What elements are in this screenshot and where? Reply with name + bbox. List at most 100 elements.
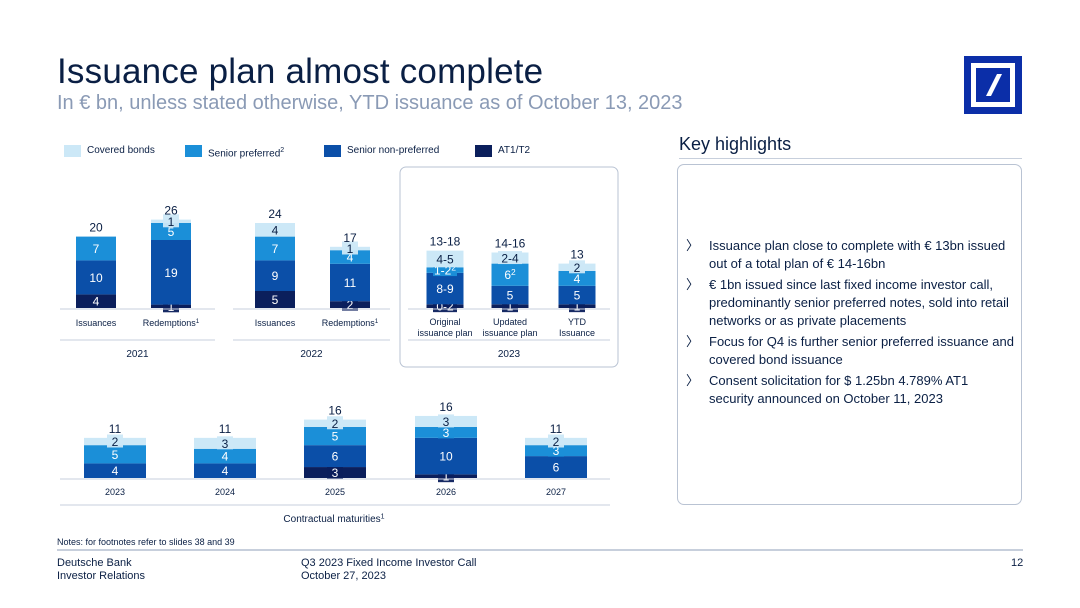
segment-label: 2 (553, 435, 560, 449)
bar-segment (76, 236, 116, 261)
bullet-chevron-icon: 〉 (686, 334, 700, 349)
key-highlight-text: € 1bn issued since last fixed income inv… (709, 277, 1009, 328)
bar-segment (330, 263, 370, 302)
bullet-chevron-icon: 〉 (686, 373, 700, 388)
segment-label: 2 (112, 435, 119, 449)
bar-segment (330, 250, 370, 264)
segment-label: 11 (344, 276, 357, 290)
segment-label: 4 (222, 464, 229, 478)
segment-label: 4 (222, 450, 229, 464)
segment-label: 1 (168, 215, 175, 229)
segment-label: 2-4 (501, 252, 519, 266)
key-highlight-text: Consent solicitation for $ 1.25bn 4.789%… (709, 373, 969, 406)
bar-segment (525, 456, 587, 478)
group-label: 2023 (498, 349, 521, 360)
segment-label: 3 (553, 444, 560, 458)
segment-label: 1 (168, 300, 175, 314)
bullet-chevron-icon: 〉 (686, 238, 700, 253)
bar-segment (194, 448, 256, 464)
bar-segment (426, 250, 464, 268)
key-highlights-title: Key highlights (679, 134, 792, 154)
category-label: 2024 (215, 487, 235, 497)
bar-total-label: 20 (89, 221, 103, 235)
bar-total-label: 16 (328, 404, 342, 418)
category-label: issuance plan (417, 328, 472, 338)
category-label: 2027 (546, 487, 566, 497)
bar-total-label: 14-16 (495, 237, 526, 251)
bar-segment (491, 285, 529, 305)
footer-event-name: Q3 2023 Fixed Income Investor Call (301, 557, 477, 569)
legend-label: AT1/T2 (498, 145, 531, 156)
segment-label: 4-5 (436, 252, 454, 266)
footer-divider (57, 549, 1023, 551)
segment-label: 3 (443, 415, 450, 429)
segment-label-chip (498, 251, 522, 265)
segment-label: 5 (272, 293, 279, 307)
bar-segment (304, 426, 366, 446)
segment-label-chip (327, 465, 343, 479)
segment-label-chip (107, 434, 123, 448)
segment-label: 10 (89, 271, 103, 285)
key-highlights-box (677, 164, 1022, 505)
category-label: 2023 (105, 487, 125, 497)
bar-segment (558, 285, 596, 305)
segment-label: 19 (164, 266, 178, 280)
segment-label: 7 (272, 242, 279, 256)
category-label: Redemptions1 (143, 318, 200, 328)
key-highlight-item: 〉 Focus for Q4 is further senior preferre… (686, 333, 1016, 369)
bar-segment (415, 437, 477, 475)
segment-label-chip (342, 241, 358, 255)
legend-swatch (475, 145, 492, 157)
segment-label-chip (438, 414, 454, 428)
bar-total-label: 13 (570, 248, 584, 262)
key-highlight-item: 〉 Issuance plan close to complete with € … (686, 237, 1016, 273)
segment-label-chip (327, 416, 343, 430)
segment-label: 4 (347, 251, 354, 265)
legend-label: Senior non-preferred (347, 145, 440, 156)
segment-label: 1 (507, 300, 514, 314)
segment-label: 5 (112, 448, 119, 462)
page-number: 12 (1011, 557, 1024, 569)
key-highlight-item: 〉 € 1bn issued since last fixed income in… (686, 276, 1016, 330)
key-highlights-divider (679, 158, 1022, 159)
segment-label: 7 (93, 242, 100, 256)
segment-label: 4 (93, 295, 100, 309)
category-label: Redemptions1 (322, 318, 379, 328)
segment-label-chip (163, 214, 179, 228)
segment-label: 6 (553, 461, 560, 475)
bar-total-label: 11 (550, 422, 563, 436)
segment-label: 62 (504, 267, 516, 282)
segment-label: 2 (332, 417, 339, 431)
bar-segment (76, 294, 116, 308)
key-highlight-text: Focus for Q4 is further senior preferred… (709, 334, 1014, 367)
legend-swatch (185, 145, 202, 157)
bar-segment (558, 271, 596, 286)
bar-segment (426, 272, 464, 305)
category-label: 2025 (325, 487, 345, 497)
segment-label: 1 (347, 242, 354, 256)
bar-segment (255, 291, 295, 308)
bar-total-label: 11 (219, 422, 232, 436)
segment-label-chip (217, 436, 233, 450)
segment-label: 10 (439, 450, 453, 464)
bar-segment (255, 260, 295, 291)
segment-label: 1 (443, 470, 450, 484)
legend-label: Senior preferred2 (208, 147, 285, 160)
segment-label: 4 (574, 272, 581, 286)
bar-segment (151, 240, 191, 305)
category-label: issuance plan (482, 328, 537, 338)
bar-segment (76, 260, 116, 295)
issuance-charts: 410720Issuances1195126Redemptions1202159… (60, 166, 619, 525)
bar-segment (255, 223, 295, 237)
segment-label: 3 (443, 426, 450, 440)
bar-total-label: 16 (439, 400, 453, 414)
segment-label: 5 (332, 430, 339, 444)
segment-label: 8-9 (436, 282, 454, 296)
category-label: 2026 (436, 487, 456, 497)
segment-label: 5 (574, 289, 581, 303)
bullet-chevron-icon: 〉 (686, 277, 700, 292)
segment-label: 6 (332, 450, 339, 464)
bar-total-label: 24 (268, 207, 282, 221)
segment-label-chip (438, 425, 454, 439)
